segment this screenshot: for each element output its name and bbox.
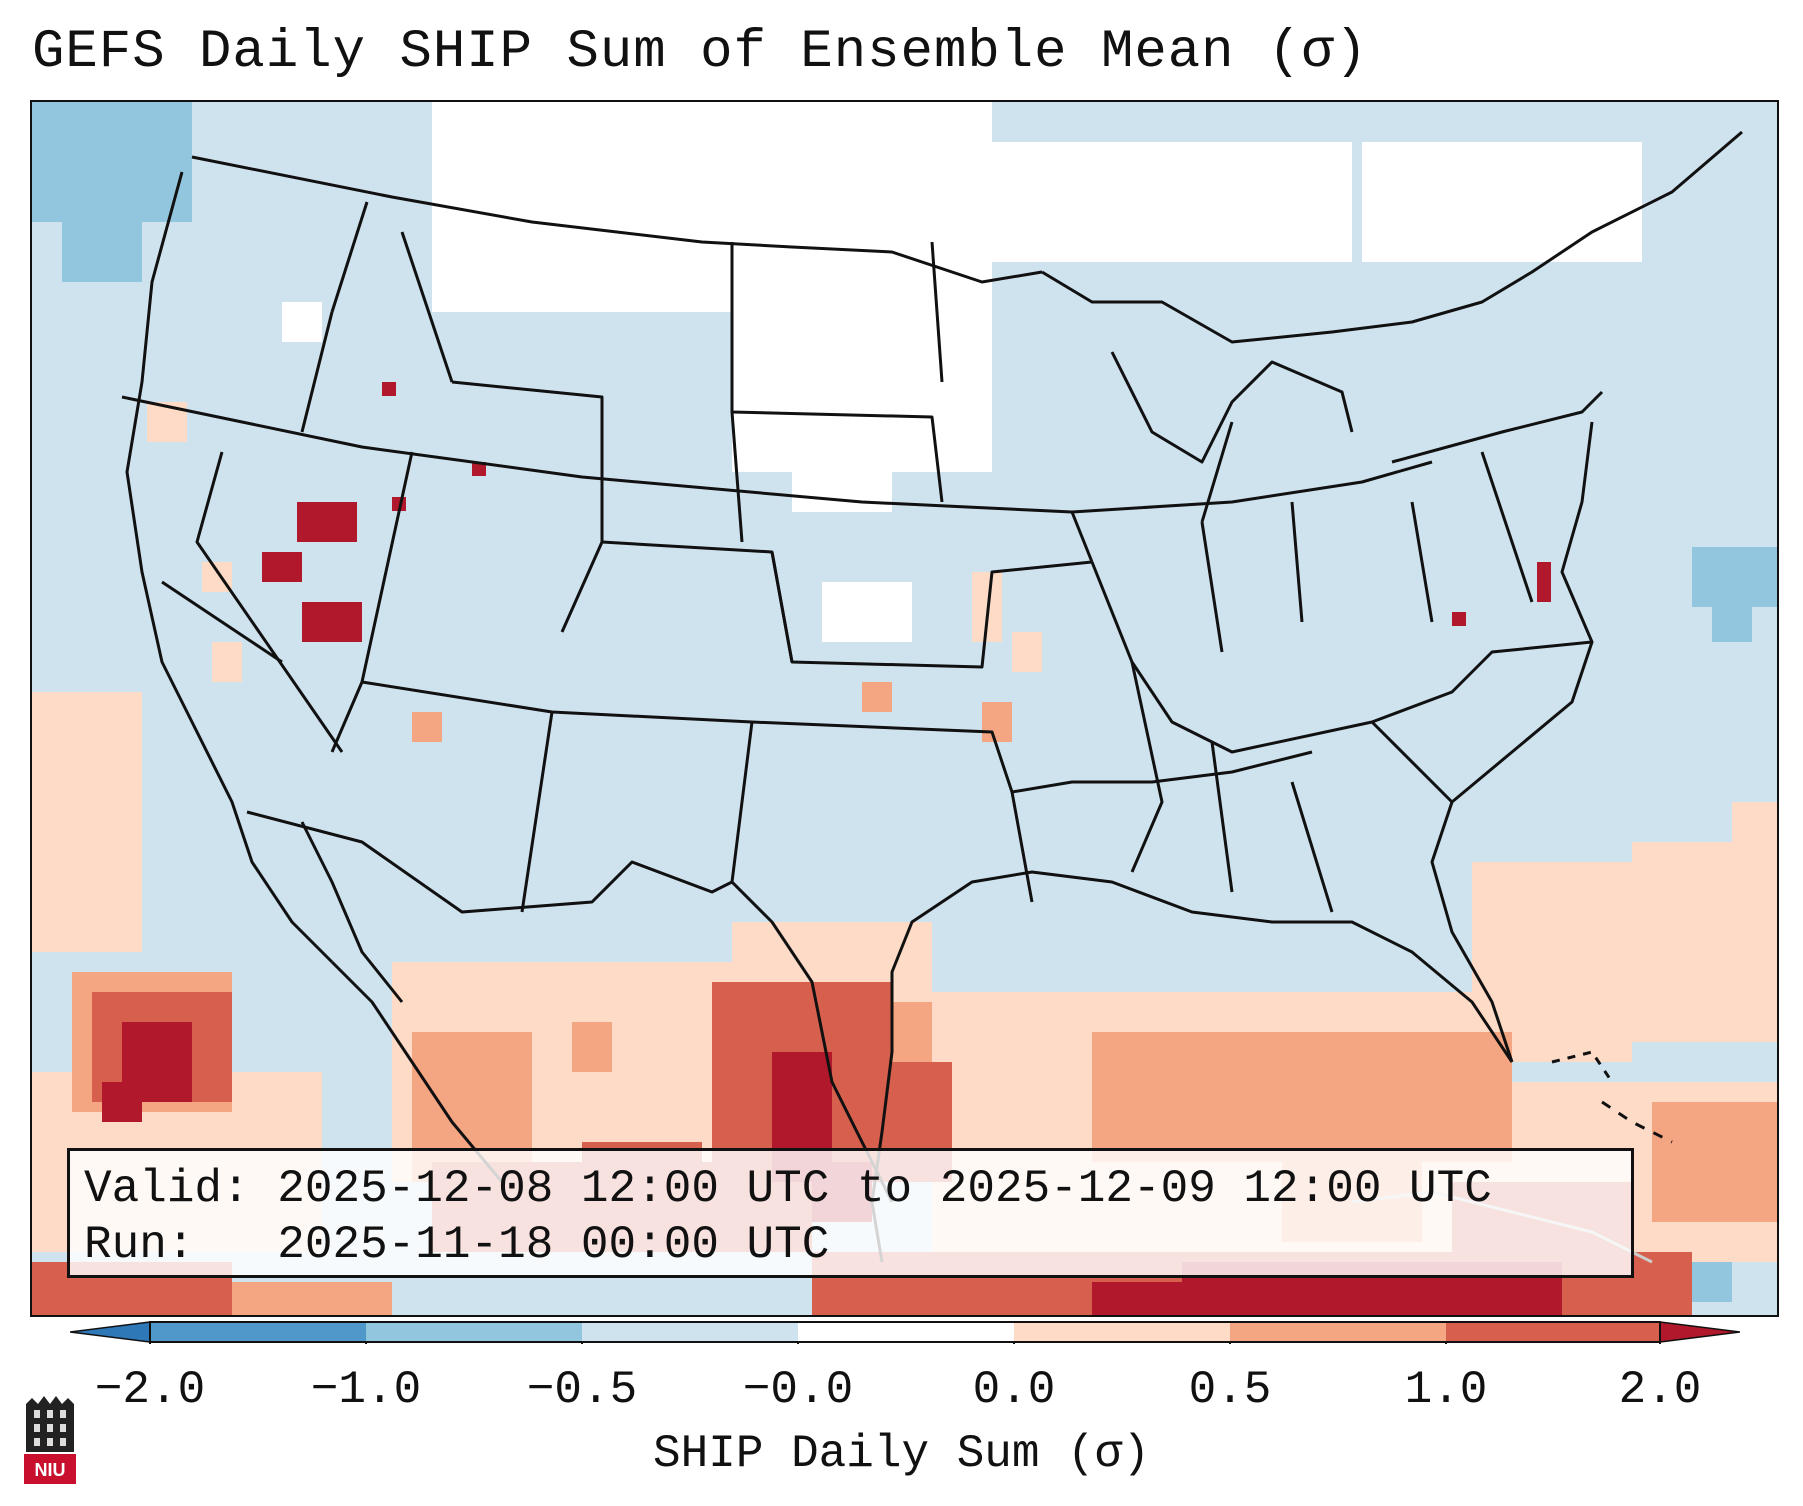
colorbar-tick: −1.0 (310, 1364, 422, 1416)
colorbar-extend-high (1659, 1321, 1740, 1343)
chart-title: GEFS Daily SHIP Sum of Ensemble Mean (σ) (32, 22, 1369, 83)
run-label: Run: (84, 1219, 195, 1271)
colorbar-tick: −2.0 (94, 1364, 206, 1416)
valid-line: Valid: 2025-12-08 12:00 UTC to 2025-12-0… (84, 1161, 1617, 1217)
colorbar-bin-m1-m05 (366, 1322, 582, 1342)
valid-value: 2025-12-08 12:00 UTC to 2025-12-09 12:00… (277, 1163, 1492, 1215)
colorbar-label: SHIP Daily Sum (σ) (653, 1428, 1150, 1480)
colorbar-bin-05-1 (1230, 1322, 1446, 1342)
map-svg (32, 102, 1777, 1315)
map-panel (30, 100, 1779, 1317)
run-value: 2025-11-18 00:00 UTC (277, 1219, 830, 1271)
colorbar-tick: −0.0 (742, 1364, 854, 1416)
near-zero-areas (282, 102, 1642, 642)
colorbar-bin-0-05 (1014, 1322, 1230, 1342)
negative-anomaly-areas (32, 102, 1777, 1302)
logo-text: NIU (35, 1460, 66, 1480)
niu-logo: NIU (24, 1396, 76, 1484)
colorbar-tick: 0.0 (972, 1364, 1056, 1416)
colorbar-bin-m05-m0 (582, 1322, 798, 1342)
validity-info-box: Valid: 2025-12-08 12:00 UTC to 2025-12-0… (67, 1148, 1634, 1278)
colorbar-bin-m2-m1 (150, 1322, 366, 1342)
valid-label: Valid: (84, 1163, 250, 1215)
map-boundaries (121, 130, 1743, 1264)
colorbar-bin-zero (798, 1322, 1014, 1342)
colorbar (70, 1321, 1740, 1344)
colorbar-tick: 2.0 (1618, 1364, 1702, 1416)
colorbar-tick: 0.5 (1188, 1364, 1272, 1416)
colorbar-extend-low (70, 1321, 151, 1343)
run-line: Run: 2025-11-18 00:00 UTC (84, 1217, 1617, 1273)
colorbar-tick: −0.5 (526, 1364, 638, 1416)
colorbar-tick: 1.0 (1404, 1364, 1488, 1416)
colorbar-bin-1-2 (1446, 1322, 1660, 1342)
